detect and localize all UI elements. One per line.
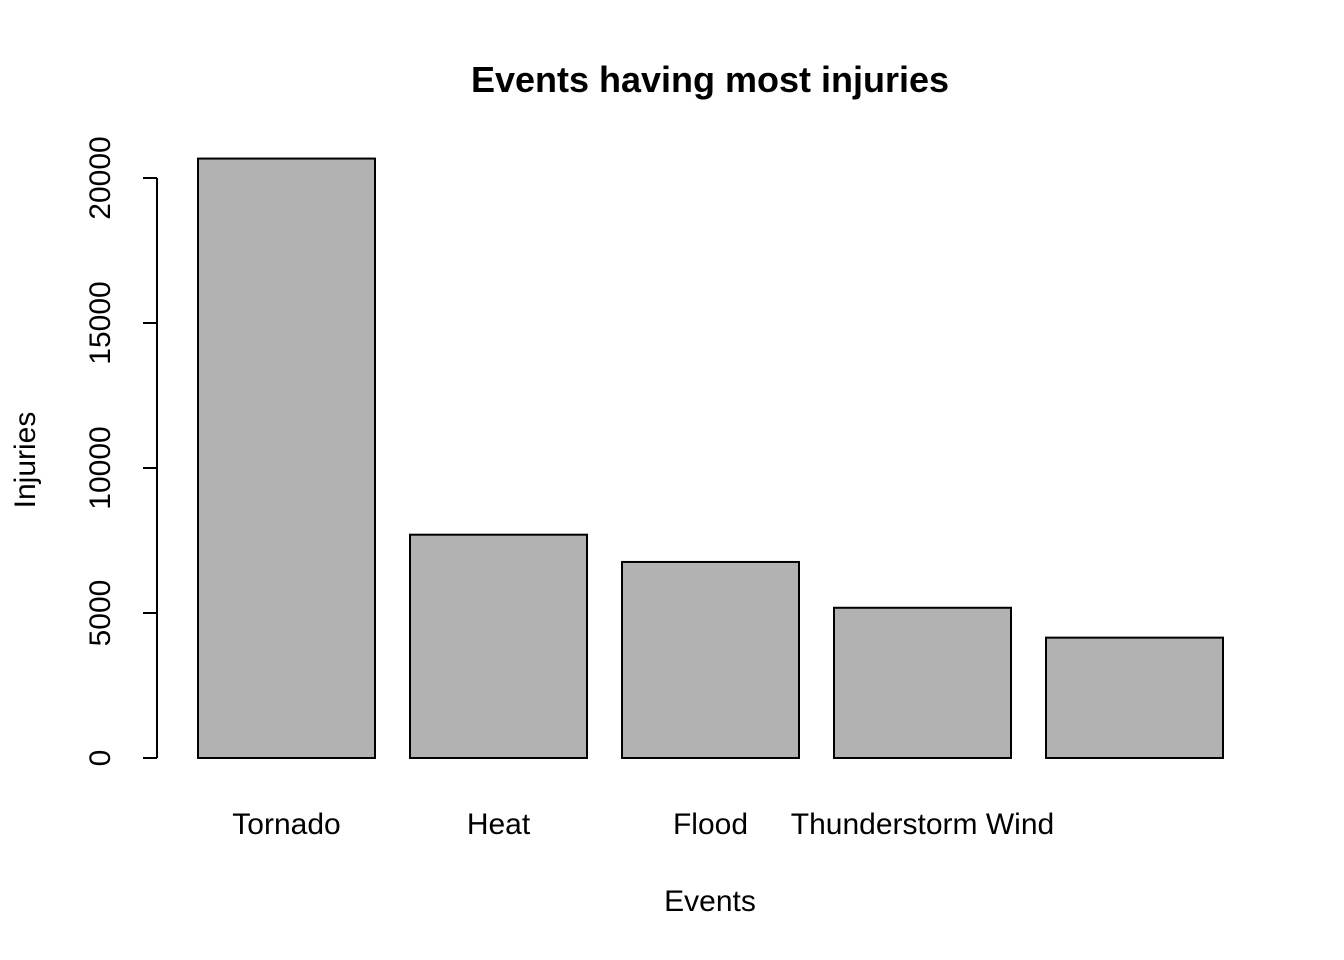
chart-title: Events having most injuries bbox=[471, 59, 949, 100]
bar bbox=[1045, 636, 1224, 760]
x-tick-label: Tornado bbox=[232, 808, 340, 841]
bar bbox=[409, 533, 588, 760]
x-tick-labels: Tornado Heat Flood Thunderstorm Wind bbox=[232, 808, 1054, 841]
bar bbox=[833, 606, 1012, 760]
y-axis: 0 5000 10000 15000 20000 bbox=[84, 136, 158, 767]
bar bbox=[197, 157, 376, 759]
bar bbox=[621, 560, 800, 760]
x-tick-label: Heat bbox=[467, 808, 531, 841]
y-tick-label: 0 bbox=[84, 750, 117, 767]
x-axis-label: Events bbox=[664, 885, 756, 918]
y-tick-label: 15000 bbox=[84, 281, 117, 364]
y-tick-label: 5000 bbox=[84, 580, 117, 647]
y-tick-label: 10000 bbox=[84, 426, 117, 509]
x-tick-label: Flood bbox=[673, 808, 748, 841]
bars bbox=[197, 157, 1224, 760]
y-tick-label: 20000 bbox=[84, 136, 117, 219]
x-tick-label: Thunderstorm Wind bbox=[791, 808, 1054, 841]
y-axis-label: Injuries bbox=[9, 412, 42, 509]
